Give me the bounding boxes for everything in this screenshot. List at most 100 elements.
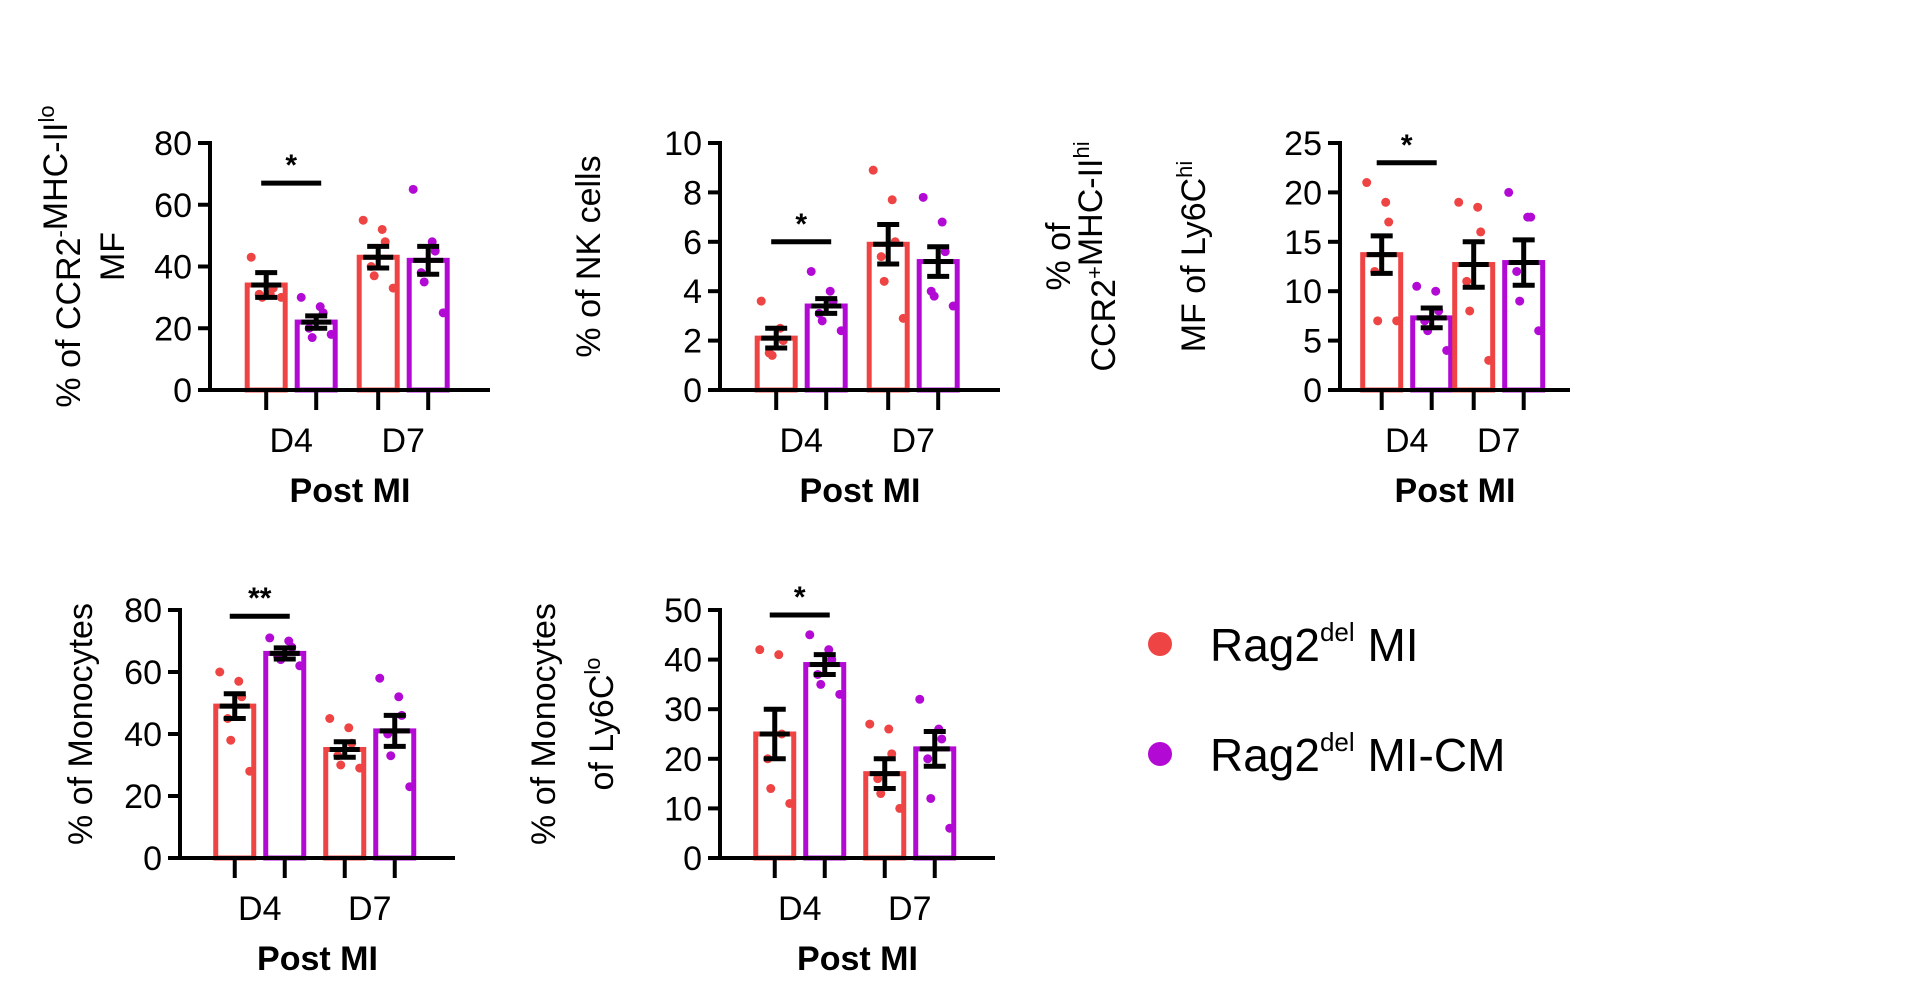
significance-marker: ** xyxy=(248,582,272,615)
data-point-d7-series-2 xyxy=(419,277,429,287)
data-point-d7-series-2 xyxy=(1512,266,1522,276)
data-point-d7-series-2 xyxy=(923,754,933,764)
y-tick-label: 25 xyxy=(1284,125,1322,163)
x-axis-label: Post MI xyxy=(257,940,378,978)
data-point-d4-series-1 xyxy=(215,667,225,677)
data-point-d7-series-2 xyxy=(937,734,947,744)
data-point-d4-series-2 xyxy=(295,661,305,671)
y-axis-label: % of xyxy=(1040,222,1078,291)
significance-marker: * xyxy=(285,149,297,182)
y-tick-label: 8 xyxy=(683,174,702,212)
data-point-d7-series-1 xyxy=(879,276,889,286)
data-point-d4-series-2 xyxy=(265,633,275,643)
y-tick-label: 80 xyxy=(124,592,162,630)
y-tick-label: 40 xyxy=(154,249,192,287)
y-tick-label: 5 xyxy=(1303,323,1322,361)
y-tick-label: 2 xyxy=(683,323,702,361)
y-axis-label: of Ly6Clo xyxy=(580,657,621,790)
data-point-d7-series-1 xyxy=(873,774,883,784)
x-axis-label: Post MI xyxy=(797,940,918,978)
data-point-d7-series-2 xyxy=(945,823,955,833)
y-tick-label: 20 xyxy=(154,310,192,348)
data-point-d7-series-2 xyxy=(408,184,418,194)
data-point-d7-series-2 xyxy=(940,247,950,257)
data-point-d7-series-1 xyxy=(1473,202,1483,212)
data-point-d4-series-2 xyxy=(296,292,306,302)
data-point-d4-series-2 xyxy=(824,645,834,655)
data-point-d4-series-2 xyxy=(836,326,846,336)
data-point-d7-series-1 xyxy=(377,224,387,234)
data-point-d7-series-1 xyxy=(898,313,908,323)
data-point-d4-series-1 xyxy=(785,798,795,808)
x-tick-label: D4 xyxy=(269,422,312,460)
data-point-d4-series-1 xyxy=(276,292,286,302)
y-tick-label: 40 xyxy=(664,642,702,680)
y-axis-label: % of Monocytes xyxy=(62,603,100,845)
data-point-d4-series-2 xyxy=(1431,286,1441,296)
data-point-d4-series-2 xyxy=(1412,281,1422,291)
data-point-d4-series-2 xyxy=(806,266,816,276)
significance-marker: * xyxy=(794,581,806,614)
data-point-d7-series-1 xyxy=(355,763,365,773)
data-point-d4-series-1 xyxy=(1384,217,1394,227)
x-tick-label: D7 xyxy=(348,890,391,928)
y-tick-label: 0 xyxy=(683,840,702,878)
significance-marker: * xyxy=(795,208,807,241)
legend-marker xyxy=(1148,742,1172,766)
data-point-d7-series-2 xyxy=(929,291,939,301)
x-tick-label: D7 xyxy=(1477,422,1520,460)
data-point-d4-series-2 xyxy=(816,679,826,689)
legend-label: Rag2del MI xyxy=(1210,617,1419,671)
data-point-d7-series-1 xyxy=(344,723,354,733)
bar-d7-series-2 xyxy=(406,257,450,393)
y-tick-label: 60 xyxy=(154,187,192,225)
data-point-d4-series-1 xyxy=(1381,197,1391,207)
y-tick-label: 20 xyxy=(124,778,162,816)
data-point-d4-series-2 xyxy=(825,286,835,296)
data-point-d7-series-2 xyxy=(386,751,396,761)
y-axis-label: % of NK cells xyxy=(570,155,608,357)
data-point-d4-series-1 xyxy=(767,350,777,360)
data-point-d7-series-2 xyxy=(394,692,404,702)
data-point-d7-series-1 xyxy=(887,749,897,759)
data-point-d7-series-2 xyxy=(1526,212,1536,222)
data-point-d7-series-2 xyxy=(405,782,415,792)
bar-d7-series-2 xyxy=(373,728,417,861)
data-point-d7-series-1 xyxy=(895,803,905,813)
y-axis-label: MF xyxy=(94,232,132,281)
data-point-d7-series-1 xyxy=(876,252,886,262)
y-axis-label: % of CCR2-MHC-IIlo xyxy=(34,105,88,407)
data-point-d4-series-1 xyxy=(756,296,766,306)
data-point-d7-series-1 xyxy=(369,271,379,281)
legend-marker xyxy=(1148,632,1172,656)
data-point-d7-series-2 xyxy=(915,694,925,704)
data-point-d7-series-1 xyxy=(1454,197,1464,207)
data-point-d4-series-2 xyxy=(326,329,336,339)
x-axis-label: Post MI xyxy=(290,472,411,510)
y-tick-label: 10 xyxy=(664,125,702,163)
y-tick-label: 0 xyxy=(1303,372,1322,410)
data-point-d4-series-2 xyxy=(1442,345,1452,355)
y-tick-label: 60 xyxy=(124,654,162,692)
data-point-d4-series-2 xyxy=(307,333,317,343)
data-point-d7-series-1 xyxy=(1465,306,1475,316)
bar-d4-series-2 xyxy=(263,650,307,861)
y-tick-label: 6 xyxy=(683,224,702,262)
y-axis-label: % of Monocytes xyxy=(525,603,563,845)
y-tick-label: 0 xyxy=(683,372,702,410)
y-tick-label: 15 xyxy=(1284,224,1322,262)
data-point-d7-series-1 xyxy=(1476,227,1486,237)
data-point-d7-series-2 xyxy=(438,308,448,318)
chart-panel-2: 0 2 4 6 8 10 D4 D7 Post MI % of NK cells * xyxy=(570,125,1000,510)
data-point-d4-series-1 xyxy=(1392,316,1402,326)
x-tick-label: D7 xyxy=(888,890,931,928)
data-point-d4-series-1 xyxy=(1373,316,1383,326)
data-point-d7-series-1 xyxy=(884,724,894,734)
y-tick-label: 10 xyxy=(664,790,702,828)
data-point-d4-series-2 xyxy=(835,689,845,699)
data-point-d4-series-1 xyxy=(226,735,236,745)
bar-d7-series-2 xyxy=(916,259,960,393)
